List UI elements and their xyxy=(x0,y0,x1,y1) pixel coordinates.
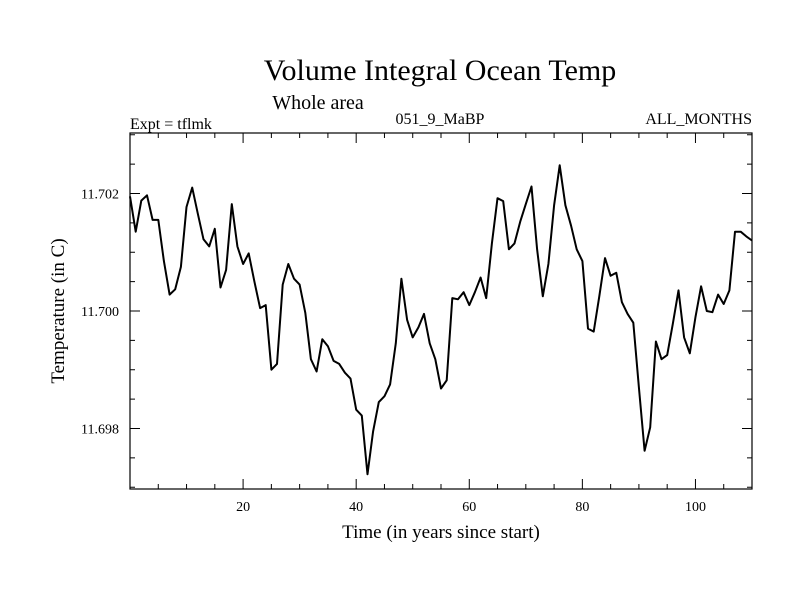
tick-labels: 20 40 60 80 100 11.698 11.700 11.702 xyxy=(81,188,706,515)
chart-title: Volume Integral Ocean Temp xyxy=(264,54,617,87)
x-tick-label: 60 xyxy=(462,500,476,515)
period-label: ALL_MONTHS xyxy=(645,111,752,128)
experiment-label: Expt = tflmk xyxy=(130,116,212,133)
y-axis-label: Temperature (in C) xyxy=(48,238,69,383)
y-tick-label: 11.702 xyxy=(81,188,119,203)
y-tick-label: 11.698 xyxy=(81,422,119,437)
chart-subtitle: Whole area xyxy=(272,92,364,114)
x-tick-label: 80 xyxy=(575,500,589,515)
x-axis-label: Time (in years since start) xyxy=(342,522,540,543)
axis-ticks xyxy=(130,133,752,489)
x-tick-label: 40 xyxy=(349,500,363,515)
series-line xyxy=(129,164,753,476)
run-id-label: 051_9_MaBP xyxy=(396,111,485,128)
y-tick-label: 11.700 xyxy=(81,305,119,320)
x-tick-label: 100 xyxy=(685,500,706,515)
plot-frame xyxy=(129,132,753,490)
x-tick-label: 20 xyxy=(236,500,250,515)
